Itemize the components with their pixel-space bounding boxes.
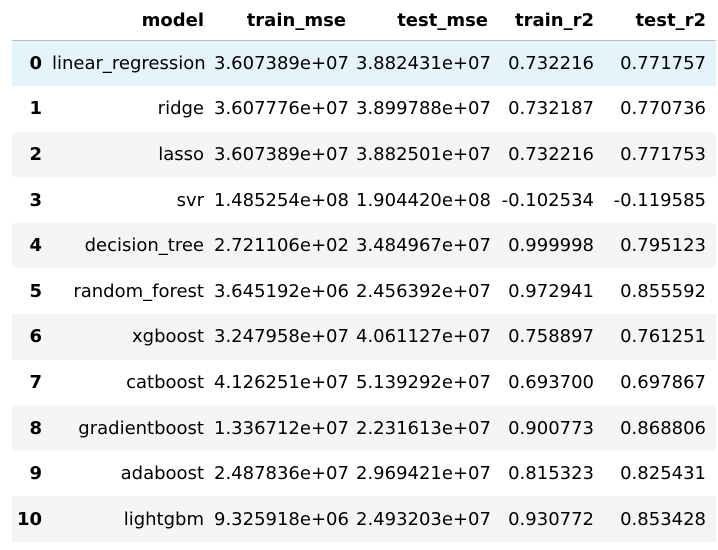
table-row: 0 linear_regression 3.607389e+07 3.882431e+… bbox=[12, 40, 716, 87]
cell-model: random_forest bbox=[73, 280, 204, 302]
cell-train-mse: 4.126251e+07 bbox=[214, 371, 349, 393]
cell-train-mse: 9.325918e+06 bbox=[214, 508, 349, 530]
cell-train-r2: 0.815323 bbox=[508, 463, 594, 485]
cell-test-mse: 3.882501e+07 bbox=[356, 143, 491, 165]
cell-model: linear_regression bbox=[52, 53, 206, 75]
row-index: 9 bbox=[29, 463, 42, 485]
table-row: 3 svr 1.485254e+08 1.904420e+08 -0.102534 -0.… bbox=[12, 177, 716, 223]
cell-test-r2: 0.771757 bbox=[620, 53, 706, 75]
cell-test-r2: -0.119585 bbox=[613, 189, 706, 211]
cell-train-mse: 2.721106e+02 bbox=[214, 235, 349, 257]
row-index: 10 bbox=[16, 508, 42, 530]
row-index: 5 bbox=[29, 280, 42, 302]
cell-train-r2: 0.999998 bbox=[508, 235, 594, 257]
column-header-test-r2: test_r2 bbox=[604, 0, 716, 41]
row-index: 4 bbox=[29, 235, 42, 257]
cell-test-mse: 2.231613e+07 bbox=[356, 417, 491, 439]
cell-model: gradientboost bbox=[78, 417, 204, 439]
row-index: 6 bbox=[29, 326, 42, 348]
cell-train-r2: 0.900773 bbox=[508, 417, 594, 439]
cell-train-r2: -0.102534 bbox=[501, 189, 594, 211]
cell-test-mse: 1.904420e+08 bbox=[356, 189, 491, 211]
table-row: 10 lightgbm 9.325918e+06 2.493203e+07 0.9307… bbox=[12, 496, 716, 543]
results-table: model train_mse test_mse train_r2 test_r… bbox=[12, 0, 716, 543]
cell-model: lasso bbox=[158, 143, 204, 165]
table-row: 4 decision_tree 2.721106e+02 3.484967e+07 0.… bbox=[12, 222, 716, 269]
cell-model: catboost bbox=[126, 371, 204, 393]
cell-train-r2: 0.732216 bbox=[508, 143, 594, 165]
cell-model: adaboost bbox=[120, 463, 204, 485]
column-header-model: model bbox=[52, 0, 214, 41]
cell-train-mse: 2.487836e+07 bbox=[214, 463, 349, 485]
table-row: 7 catboost 4.126251e+07 5.139292e+07 0.69370… bbox=[12, 359, 716, 406]
column-header-train-mse: train_mse bbox=[214, 0, 356, 41]
cell-test-mse: 5.139292e+07 bbox=[356, 371, 491, 393]
table-header: model train_mse test_mse train_r2 test_r… bbox=[12, 0, 716, 41]
cell-train-r2: 0.758897 bbox=[508, 326, 594, 348]
cell-test-mse: 3.882431e+07 bbox=[356, 53, 491, 75]
cell-train-r2: 0.693700 bbox=[508, 371, 594, 393]
cell-train-mse: 3.607389e+07 bbox=[214, 143, 349, 165]
row-index: 8 bbox=[29, 417, 42, 439]
column-header-test-mse: test_mse bbox=[356, 0, 498, 41]
cell-train-mse: 1.485254e+08 bbox=[214, 189, 349, 211]
table-row: 2 lasso 3.607389e+07 3.882501e+07 0.732216 0.… bbox=[12, 131, 716, 178]
table-row: 9 adaboost 2.487836e+07 2.969421e+07 0.81532… bbox=[12, 450, 716, 497]
cell-train-r2: 0.732187 bbox=[508, 98, 594, 120]
cell-test-r2: 0.697867 bbox=[620, 371, 706, 393]
table-body: 0 linear_regression 3.607389e+07 3.882431e+… bbox=[12, 40, 716, 543]
row-index: 0 bbox=[29, 53, 42, 75]
column-header-train-r2: train_r2 bbox=[498, 0, 604, 41]
cell-train-r2: 0.930772 bbox=[508, 508, 594, 530]
cell-model: svr bbox=[176, 189, 204, 211]
cell-train-mse: 3.247958e+07 bbox=[214, 326, 349, 348]
cell-train-r2: 0.972941 bbox=[508, 280, 594, 302]
row-index: 7 bbox=[29, 371, 42, 393]
cell-model: decision_tree bbox=[84, 235, 204, 257]
cell-model: lightgbm bbox=[123, 508, 204, 530]
row-index: 2 bbox=[29, 143, 42, 165]
cell-test-mse: 3.484967e+07 bbox=[356, 235, 491, 257]
cell-test-r2: 0.771753 bbox=[620, 143, 706, 165]
index-header bbox=[12, 0, 52, 41]
cell-test-r2: 0.868806 bbox=[620, 417, 706, 439]
table-row: 6 xgboost 3.247958e+07 4.061127e+07 0.758897… bbox=[12, 314, 716, 360]
cell-test-r2: 0.853428 bbox=[620, 508, 706, 530]
cell-train-mse: 3.607389e+07 bbox=[214, 53, 349, 75]
table-row: 8 gradientboost 1.336712e+07 2.231613e+07 0.… bbox=[12, 405, 716, 451]
row-index: 1 bbox=[29, 98, 42, 120]
table-row: 1 ridge 3.607776e+07 3.899788e+07 0.732187 0.… bbox=[12, 86, 716, 132]
cell-model: ridge bbox=[157, 98, 204, 120]
cell-test-r2: 0.795123 bbox=[620, 235, 706, 257]
header-row: model train_mse test_mse train_r2 test_r… bbox=[12, 0, 716, 41]
cell-test-mse: 2.456392e+07 bbox=[356, 280, 491, 302]
cell-test-mse: 2.969421e+07 bbox=[356, 463, 491, 485]
cell-test-r2: 0.770736 bbox=[620, 98, 706, 120]
cell-train-mse: 3.607776e+07 bbox=[214, 98, 349, 120]
cell-test-r2: 0.855592 bbox=[620, 280, 706, 302]
cell-test-r2: 0.825431 bbox=[620, 463, 706, 485]
row-index: 3 bbox=[29, 189, 42, 211]
cell-train-r2: 0.732216 bbox=[508, 53, 594, 75]
cell-test-mse: 3.899788e+07 bbox=[356, 98, 491, 120]
cell-test-mse: 2.493203e+07 bbox=[356, 508, 491, 530]
cell-test-r2: 0.761251 bbox=[620, 326, 706, 348]
cell-train-mse: 3.645192e+06 bbox=[214, 280, 349, 302]
table-row: 5 random_forest 3.645192e+06 2.456392e+07 0.… bbox=[12, 268, 716, 315]
cell-train-mse: 1.336712e+07 bbox=[214, 417, 349, 439]
cell-model: xgboost bbox=[132, 326, 204, 348]
cell-test-mse: 4.061127e+07 bbox=[356, 326, 491, 348]
